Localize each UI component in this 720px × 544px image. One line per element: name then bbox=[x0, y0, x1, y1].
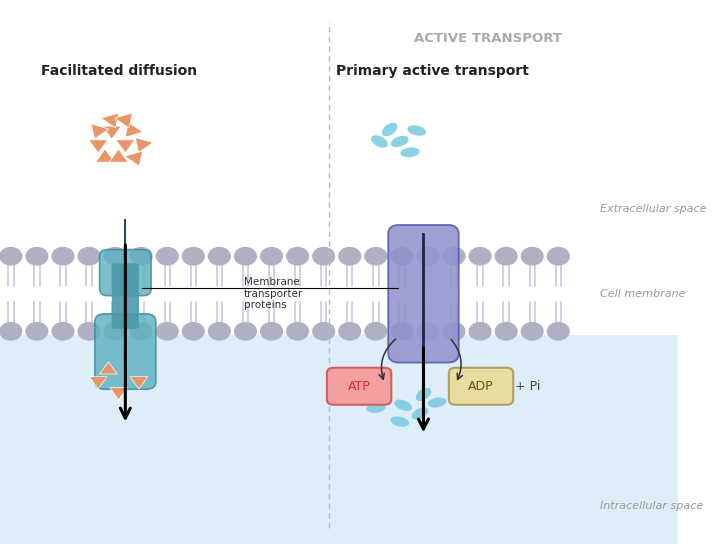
Circle shape bbox=[104, 323, 126, 340]
Circle shape bbox=[365, 323, 387, 340]
Circle shape bbox=[78, 248, 100, 265]
Ellipse shape bbox=[400, 147, 420, 157]
Circle shape bbox=[312, 323, 335, 340]
FancyBboxPatch shape bbox=[418, 233, 452, 356]
Circle shape bbox=[365, 248, 387, 265]
Circle shape bbox=[547, 248, 569, 265]
Circle shape bbox=[209, 323, 230, 340]
Polygon shape bbox=[96, 149, 114, 162]
FancyBboxPatch shape bbox=[388, 225, 459, 363]
Circle shape bbox=[417, 323, 438, 340]
Circle shape bbox=[391, 323, 413, 340]
Circle shape bbox=[339, 248, 361, 265]
Ellipse shape bbox=[391, 136, 409, 147]
Circle shape bbox=[495, 323, 517, 340]
Polygon shape bbox=[109, 387, 127, 400]
Circle shape bbox=[156, 248, 178, 265]
Circle shape bbox=[0, 248, 22, 265]
Polygon shape bbox=[130, 376, 148, 389]
Text: ACTIVE TRANSPORT: ACTIVE TRANSPORT bbox=[414, 32, 562, 45]
Polygon shape bbox=[99, 362, 117, 374]
Text: Primary active transport: Primary active transport bbox=[336, 64, 528, 78]
Ellipse shape bbox=[395, 400, 412, 411]
Circle shape bbox=[469, 248, 491, 265]
Polygon shape bbox=[89, 376, 107, 389]
FancyBboxPatch shape bbox=[99, 250, 151, 296]
Circle shape bbox=[261, 323, 282, 340]
Circle shape bbox=[287, 248, 308, 265]
Polygon shape bbox=[125, 122, 143, 137]
Circle shape bbox=[521, 323, 543, 340]
FancyBboxPatch shape bbox=[449, 368, 513, 405]
Text: + Pi: + Pi bbox=[515, 380, 540, 393]
Circle shape bbox=[78, 323, 100, 340]
Polygon shape bbox=[125, 151, 143, 166]
Circle shape bbox=[339, 323, 361, 340]
Circle shape bbox=[444, 248, 465, 265]
Circle shape bbox=[312, 248, 335, 265]
Ellipse shape bbox=[428, 398, 446, 407]
FancyBboxPatch shape bbox=[327, 368, 391, 405]
Text: Intracellular space: Intracellular space bbox=[600, 501, 703, 511]
Circle shape bbox=[0, 323, 22, 340]
Polygon shape bbox=[91, 124, 109, 139]
Ellipse shape bbox=[371, 135, 388, 147]
Circle shape bbox=[156, 323, 178, 340]
Polygon shape bbox=[114, 113, 132, 128]
Circle shape bbox=[104, 248, 126, 265]
Circle shape bbox=[52, 248, 74, 265]
FancyBboxPatch shape bbox=[112, 263, 139, 329]
Text: Membrane
transporter
proteins: Membrane transporter proteins bbox=[244, 277, 303, 311]
Polygon shape bbox=[101, 113, 119, 128]
Ellipse shape bbox=[366, 403, 386, 413]
Text: ATP: ATP bbox=[348, 380, 371, 393]
Circle shape bbox=[182, 248, 204, 265]
Circle shape bbox=[52, 323, 74, 340]
Circle shape bbox=[261, 248, 282, 265]
Circle shape bbox=[130, 248, 152, 265]
Circle shape bbox=[444, 323, 465, 340]
Polygon shape bbox=[102, 126, 121, 139]
Circle shape bbox=[209, 248, 230, 265]
Ellipse shape bbox=[374, 389, 392, 400]
Text: Cell membrane: Cell membrane bbox=[600, 289, 685, 299]
Circle shape bbox=[495, 248, 517, 265]
FancyBboxPatch shape bbox=[95, 314, 156, 390]
Ellipse shape bbox=[382, 123, 397, 136]
Circle shape bbox=[521, 248, 543, 265]
Circle shape bbox=[469, 323, 491, 340]
Ellipse shape bbox=[412, 407, 428, 419]
Text: Extracellular space: Extracellular space bbox=[600, 205, 706, 214]
Circle shape bbox=[130, 323, 152, 340]
Ellipse shape bbox=[390, 416, 409, 427]
Text: ADP: ADP bbox=[468, 380, 494, 393]
Polygon shape bbox=[135, 138, 153, 152]
Polygon shape bbox=[89, 140, 107, 153]
Circle shape bbox=[235, 248, 256, 265]
Bar bbox=[0, 335, 678, 544]
Circle shape bbox=[417, 248, 438, 265]
Ellipse shape bbox=[408, 125, 426, 136]
Polygon shape bbox=[109, 149, 128, 162]
Circle shape bbox=[26, 248, 48, 265]
Circle shape bbox=[235, 323, 256, 340]
Ellipse shape bbox=[415, 388, 431, 401]
Circle shape bbox=[391, 248, 413, 265]
Circle shape bbox=[26, 323, 48, 340]
Circle shape bbox=[182, 323, 204, 340]
Circle shape bbox=[287, 323, 308, 340]
Text: Facilitated diffusion: Facilitated diffusion bbox=[40, 64, 197, 78]
Polygon shape bbox=[116, 140, 135, 153]
Circle shape bbox=[547, 323, 569, 340]
